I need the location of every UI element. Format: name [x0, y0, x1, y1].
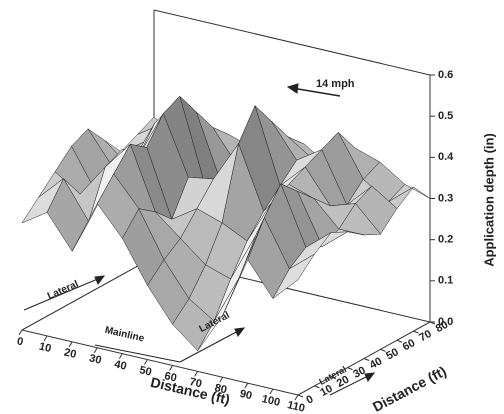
- x-tick: [294, 394, 299, 401]
- surface: [21, 95, 431, 352]
- x-tick: [118, 353, 123, 359]
- x-tick: [269, 388, 274, 395]
- box-edge: [153, 9, 431, 76]
- x-tick-label: 80: [213, 382, 228, 396]
- y-tick: [396, 339, 403, 343]
- y-tick-label: 60: [401, 337, 417, 353]
- y-tick: [380, 348, 386, 352]
- z-tick-label: 0.2: [438, 234, 453, 246]
- z-axis-title: Application depth (in): [481, 133, 496, 267]
- x-tick: [93, 347, 98, 353]
- x-tick-label: 20: [63, 347, 78, 361]
- arrows: [23, 83, 376, 396]
- y-tick: [363, 358, 370, 361]
- x-tick: [219, 377, 224, 383]
- y-tick: [330, 376, 337, 380]
- z-tick-label: 0.6: [438, 69, 453, 81]
- z-tick-label: 0.3: [438, 192, 453, 204]
- y-tick-label: 80: [434, 319, 450, 335]
- x-tick: [43, 335, 48, 342]
- x-tick-label: 0: [16, 335, 25, 348]
- y-tick-label: 20: [335, 373, 351, 389]
- x-tick: [244, 382, 249, 389]
- x-tick-label: 40: [113, 358, 128, 372]
- y-tick-label: 40: [368, 355, 384, 371]
- x-tick: [18, 329, 23, 336]
- x-tick: [169, 365, 173, 371]
- z-tick-label: 0.5: [438, 110, 453, 122]
- surface-cell: [272, 253, 315, 299]
- z-tick-label: 0.1: [438, 275, 453, 287]
- y-tick: [314, 385, 320, 389]
- box-edge: [21, 256, 155, 331]
- y-tick: [347, 367, 353, 371]
- y-tick-label: 70: [417, 328, 433, 344]
- x-tick: [194, 371, 199, 377]
- x-tick-label: 90: [239, 388, 254, 402]
- y-tick: [429, 321, 436, 325]
- x-tick-label: 70: [188, 376, 203, 390]
- y-axis-title: Distance (ft): [370, 363, 449, 414]
- y-tick: [413, 330, 419, 334]
- x-tick: [144, 359, 148, 365]
- x-tick: [68, 341, 73, 348]
- y-tick: [297, 394, 304, 398]
- z-tick-label: 0.0: [438, 316, 453, 328]
- y-tick-label: 30: [351, 364, 367, 380]
- x-axis: [21, 329, 299, 396]
- x-tick-label: 100: [261, 393, 282, 409]
- x-tick-label: 10: [38, 341, 53, 355]
- annotation: 14 mph: [316, 78, 355, 90]
- y-tick-label: 0: [304, 393, 315, 406]
- x-tick-label: 60: [163, 370, 178, 384]
- x-tick-label: 50: [138, 364, 153, 378]
- y-tick-label: 50: [384, 346, 400, 362]
- x-tick-label: 110: [286, 399, 306, 414]
- z-tick-label: 0.4: [438, 151, 454, 163]
- x-tick-label: 30: [88, 352, 103, 366]
- annotation: Mainline: [104, 325, 146, 345]
